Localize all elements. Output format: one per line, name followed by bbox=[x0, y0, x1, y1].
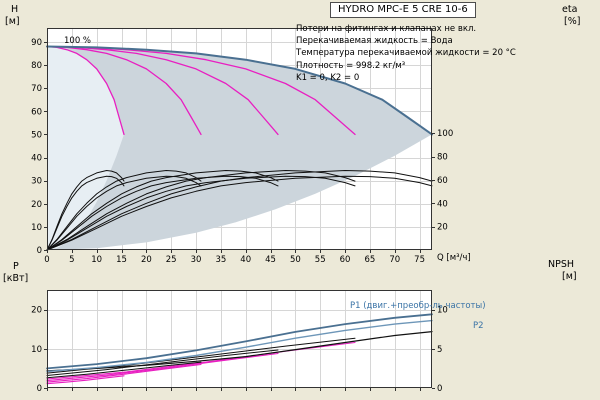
eta-curve-b-1-pump bbox=[46, 175, 125, 251]
axis-p-unit: [кВт] bbox=[3, 273, 29, 284]
svg-text:0: 0 bbox=[44, 255, 49, 265]
axis-eta-unit: [%] bbox=[564, 16, 581, 27]
svg-text:20: 20 bbox=[437, 223, 448, 233]
svg-text:80: 80 bbox=[437, 153, 448, 163]
svg-text:30: 30 bbox=[31, 177, 42, 187]
eta-curve-2-pumps bbox=[46, 170, 202, 251]
p1-curve bbox=[46, 313, 433, 370]
axis-p-label: P bbox=[13, 261, 19, 272]
p1-curve-label: P1 (двиг.+преобр-ль частоты) bbox=[350, 301, 486, 311]
speed-curve-100pct-1-pump bbox=[46, 45, 125, 136]
power-npsh-chart: 0 10 20 0 5 10 bbox=[31, 290, 448, 394]
axis-npsh-unit: [м] bbox=[562, 271, 577, 282]
svg-text:60: 60 bbox=[31, 107, 42, 117]
svg-text:5: 5 bbox=[69, 255, 74, 265]
svg-text:20: 20 bbox=[31, 306, 42, 316]
svg-text:30: 30 bbox=[191, 255, 202, 265]
svg-text:40: 40 bbox=[31, 154, 42, 164]
axis-ticks-and-labels: 0 10 20 0 5 10 bbox=[31, 306, 448, 394]
max-curve-5-pumps bbox=[46, 45, 433, 136]
speed-100-label: 100 % bbox=[64, 36, 92, 46]
power-curve-1-pump bbox=[46, 375, 125, 385]
annotation-losses: Потери на фитингах и клапанах не вкл. bbox=[296, 24, 477, 34]
annotation-temperature: Температура перекачиваемой жидкости = 20… bbox=[296, 48, 516, 59]
svg-text:15: 15 bbox=[116, 255, 127, 265]
svg-text:10: 10 bbox=[437, 306, 448, 316]
svg-text:60: 60 bbox=[340, 255, 351, 265]
svg-text:55: 55 bbox=[315, 255, 326, 265]
eta-curve-b-2-pumps bbox=[46, 175, 202, 251]
svg-text:0: 0 bbox=[37, 246, 42, 256]
svg-text:45: 45 bbox=[265, 255, 276, 265]
power-curve-2-pumps bbox=[46, 363, 202, 383]
eta-curve-1-pump bbox=[46, 170, 125, 251]
svg-text:60: 60 bbox=[437, 176, 448, 186]
eta-curve-4-pumps bbox=[46, 170, 356, 251]
chart-annotations: Потери на фитингах и клапанах не вкл. Пе… bbox=[296, 23, 516, 84]
svg-text:70: 70 bbox=[31, 84, 42, 94]
svg-text:90: 90 bbox=[31, 38, 42, 48]
annotation-k-factors: K1 = 0, K2 = 0 bbox=[296, 72, 360, 83]
p2-curve-label: P2 bbox=[473, 321, 484, 331]
svg-text:20: 20 bbox=[141, 255, 152, 265]
svg-text:70: 70 bbox=[389, 255, 400, 265]
axis-h-label: H bbox=[11, 4, 19, 15]
svg-text:10: 10 bbox=[91, 255, 102, 265]
hq-chart: 0 5 10 15 20 25 30 35 40 45 50 55 60 65 70 75 0 10 20 30 40 5… bbox=[31, 28, 453, 265]
svg-text:10: 10 bbox=[31, 345, 42, 355]
axis-q-unit: Q [м³/ч] bbox=[437, 253, 471, 263]
svg-text:75: 75 bbox=[414, 255, 425, 265]
speed-curve-100pct-3-pumps bbox=[46, 45, 279, 136]
svg-text:0: 0 bbox=[437, 384, 442, 394]
operating-range-one-pump bbox=[47, 46, 124, 250]
annotation-liquid: Перекачиваемая жидкость = Вода bbox=[296, 36, 453, 47]
svg-text:0: 0 bbox=[37, 384, 42, 394]
power-curve-3-pumps bbox=[46, 352, 279, 382]
pump-model-title: HYDRO MPC-E 5 CRE 10-6 bbox=[330, 2, 476, 18]
axis-eta-label: eta bbox=[562, 4, 578, 15]
eta-curve-b-5-pumps bbox=[46, 175, 433, 251]
speed-curve-100pct-2-pumps bbox=[46, 45, 202, 136]
axis-ticks-and-labels: 0 5 10 15 20 25 30 35 40 45 50 55 60 65 70 75 0 10 20 30 40 5… bbox=[31, 38, 453, 265]
svg-text:65: 65 bbox=[364, 255, 375, 265]
svg-text:40: 40 bbox=[240, 255, 251, 265]
svg-text:5: 5 bbox=[437, 345, 442, 355]
power-curve-b-2-pumps bbox=[46, 361, 202, 379]
annotation-density: Плотность = 998.2 кг/м³ bbox=[296, 60, 406, 71]
svg-text:10: 10 bbox=[31, 223, 42, 233]
p2-curve bbox=[46, 319, 433, 373]
svg-text:50: 50 bbox=[290, 255, 301, 265]
svg-text:80: 80 bbox=[31, 61, 42, 71]
svg-text:20: 20 bbox=[31, 200, 42, 210]
svg-text:100: 100 bbox=[437, 129, 453, 139]
npsh-curve bbox=[46, 331, 433, 372]
svg-text:35: 35 bbox=[215, 255, 226, 265]
power-curve-b-3-pumps bbox=[46, 349, 279, 376]
svg-text:25: 25 bbox=[166, 255, 177, 265]
svg-text:50: 50 bbox=[31, 130, 42, 140]
axis-h-unit: [м] bbox=[5, 16, 20, 27]
axis-npsh-label: NPSH bbox=[548, 259, 575, 270]
svg-text:40: 40 bbox=[437, 199, 448, 209]
